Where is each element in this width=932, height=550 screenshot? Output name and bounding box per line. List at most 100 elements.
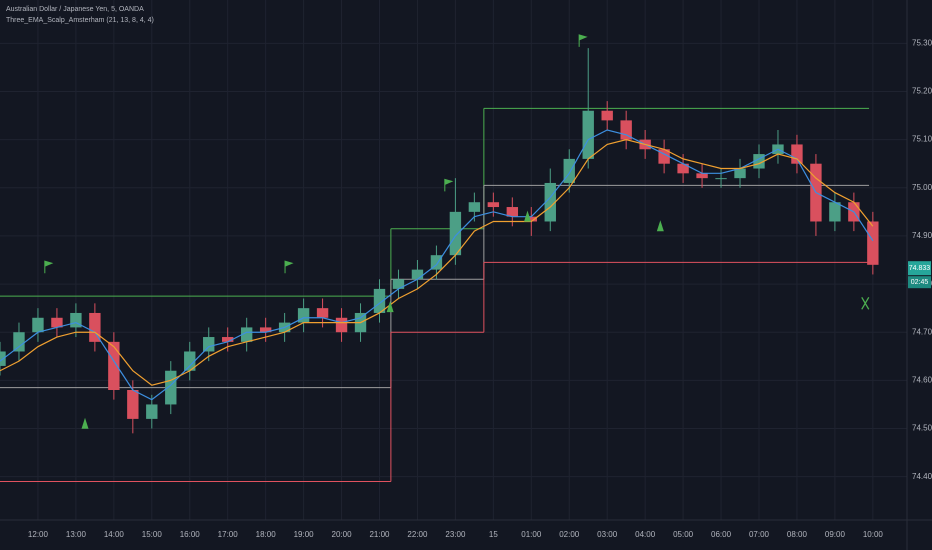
candle — [715, 168, 727, 188]
candle — [222, 327, 234, 352]
candle — [411, 260, 424, 289]
candle-body — [525, 216, 537, 222]
x-tick-label: 10:00 — [863, 530, 884, 539]
x-tick-label: 09:00 — [825, 530, 846, 539]
flag-marker — [44, 260, 54, 274]
candle — [184, 341, 196, 381]
candle — [89, 303, 101, 352]
triangle-marker — [81, 417, 89, 429]
last-price-label: 74.833 — [909, 265, 931, 272]
x-tick-label: 15 — [489, 530, 498, 539]
candle-body — [335, 317, 348, 333]
y-tick-label: 75.300 — [912, 38, 932, 47]
candle-body — [316, 308, 329, 318]
candle — [791, 134, 803, 174]
candle-body — [696, 173, 708, 179]
x-tick-label: 20:00 — [332, 530, 353, 539]
candle — [165, 361, 177, 415]
candle-body — [544, 182, 556, 222]
candle-body — [791, 144, 803, 164]
candle — [563, 149, 575, 193]
y-tick-label: 75.000 — [912, 183, 932, 192]
x-tick-label: 23:00 — [445, 530, 466, 539]
candle-body — [297, 308, 310, 323]
x-tick-label: 21:00 — [369, 530, 390, 539]
candle — [392, 269, 405, 299]
flag-marker — [444, 178, 454, 192]
candle-body — [715, 178, 727, 180]
x-tick-label: 08:00 — [787, 530, 808, 539]
candle-body — [430, 255, 443, 270]
candle — [620, 110, 632, 150]
candle-body — [601, 110, 613, 121]
cross-marker — [861, 297, 870, 310]
candle-body — [51, 317, 63, 328]
x-tick-label: 06:00 — [711, 530, 732, 539]
candle-body — [146, 404, 158, 419]
candle — [544, 168, 556, 232]
candle — [297, 298, 310, 333]
x-tick-label: 03:00 — [597, 530, 618, 539]
candle-body — [165, 370, 177, 405]
candle-body — [411, 269, 424, 280]
candle-body — [829, 202, 841, 222]
candle-body — [506, 207, 519, 217]
candle-body — [734, 168, 746, 179]
candle — [734, 158, 746, 188]
x-tick-label: 16:00 — [180, 530, 201, 539]
candle-body — [222, 337, 234, 342]
x-tick-label: 05:00 — [673, 530, 694, 539]
y-tick-label: 74.400 — [912, 472, 932, 481]
candle — [449, 178, 462, 265]
candle — [829, 192, 841, 232]
x-tick-label: 18:00 — [256, 530, 277, 539]
candle-body — [658, 149, 670, 164]
triangle-marker — [524, 210, 532, 222]
candle-body — [32, 317, 44, 333]
candle-body — [259, 327, 272, 333]
candle — [259, 317, 272, 342]
candle-body — [392, 279, 405, 289]
candle-body — [89, 312, 101, 342]
candle-body — [203, 337, 215, 352]
candle — [108, 332, 120, 400]
y-tick-label: 74.500 — [912, 424, 932, 433]
candle-body — [449, 211, 462, 256]
candle-body — [70, 312, 82, 328]
candle-body — [240, 327, 253, 342]
candle-body — [468, 202, 481, 212]
x-tick-label: 01:00 — [521, 530, 542, 539]
candle-body — [753, 154, 765, 169]
flag-marker — [284, 260, 294, 274]
candle-body — [373, 288, 386, 313]
candle — [867, 211, 879, 275]
candle — [373, 279, 386, 323]
candle-body — [582, 110, 594, 159]
candle — [487, 192, 500, 217]
candle — [696, 163, 708, 188]
candle-body — [127, 390, 139, 419]
candle-body — [677, 163, 689, 174]
x-tick-label: 02:00 — [559, 530, 580, 539]
x-tick-label: 15:00 — [142, 530, 163, 539]
x-tick-label: 13:00 — [66, 530, 87, 539]
countdown-label: 02:45 — [911, 279, 929, 286]
ema-line — [0, 139, 874, 386]
triangle-marker — [386, 301, 394, 313]
ema-line — [0, 129, 874, 401]
x-tick-label: 19:00 — [294, 530, 315, 539]
candle-body — [487, 202, 500, 208]
candle — [335, 308, 348, 342]
candle — [51, 308, 63, 338]
candle — [32, 308, 44, 342]
y-tick-label: 74.600 — [912, 375, 932, 384]
flag-marker — [578, 34, 588, 47]
grid — [0, 0, 907, 520]
x-tick-label: 17:00 — [218, 530, 239, 539]
x-tick-label: 14:00 — [104, 530, 125, 539]
candle — [582, 48, 594, 169]
candle — [240, 317, 253, 352]
indicator-title: Three_EMA_Scalp_Amsterham (21, 13, 8, 4,… — [6, 17, 154, 24]
